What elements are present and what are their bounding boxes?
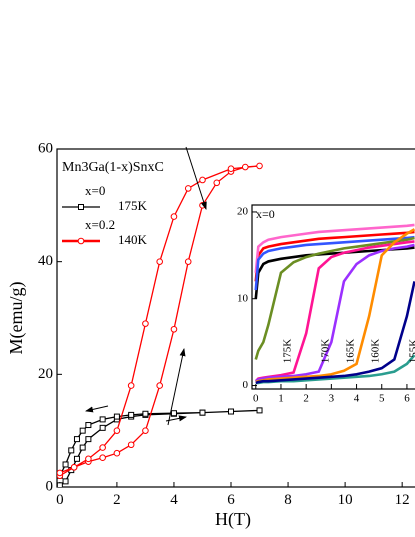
marker xyxy=(79,427,86,434)
marker xyxy=(113,427,121,434)
series-line xyxy=(59,165,260,477)
marker xyxy=(70,463,78,471)
series-line xyxy=(254,235,415,291)
x-tick-label: 3 xyxy=(329,392,335,404)
marker xyxy=(142,410,149,417)
series-line xyxy=(255,281,415,385)
series-line xyxy=(254,223,415,273)
marker xyxy=(128,411,135,418)
marker xyxy=(62,478,69,485)
x-tick-label: 0 xyxy=(253,392,259,404)
arrow xyxy=(185,146,207,210)
marker xyxy=(256,407,263,414)
series-line xyxy=(59,409,260,486)
marker xyxy=(62,461,69,468)
marker xyxy=(156,382,163,389)
y-tick-label: 40 xyxy=(38,253,53,269)
x-tick-label: 1 xyxy=(278,392,284,404)
marker xyxy=(156,258,163,265)
legend-group: x=0 xyxy=(85,183,105,198)
legend-marker xyxy=(78,204,84,210)
marker xyxy=(85,436,92,443)
marker xyxy=(184,258,192,265)
curve-label: 170K xyxy=(319,339,331,364)
x-tick-label: 2 xyxy=(113,492,121,508)
x-tick-label: 2 xyxy=(303,392,309,404)
y-tick-label: 0 xyxy=(243,379,249,391)
marker xyxy=(113,413,120,420)
marker xyxy=(170,213,178,220)
x-tick-label: 8 xyxy=(284,492,292,508)
plot-area xyxy=(57,162,263,487)
curve-label: 155K xyxy=(407,339,415,364)
marker xyxy=(199,409,206,416)
curve-label: 175K xyxy=(282,339,294,364)
plot-frame xyxy=(251,204,415,390)
marker xyxy=(241,163,249,171)
marker xyxy=(99,454,106,462)
legend-title: Mn3Ga(1-x)SnxC xyxy=(62,160,164,175)
legend-label: 140K xyxy=(118,232,148,247)
arrow xyxy=(165,415,187,422)
y-tick-label: 0 xyxy=(46,478,54,494)
x-tick-label: 12 xyxy=(395,492,410,508)
arrow xyxy=(167,348,186,426)
marker xyxy=(113,449,121,457)
marker xyxy=(73,436,80,443)
y-tick-label: 20 xyxy=(38,366,53,382)
curve-label: 160K xyxy=(370,339,382,364)
marker xyxy=(57,482,63,487)
arrow xyxy=(85,405,109,413)
x-axis-label: H(T) xyxy=(215,509,251,530)
inset-annotation: x=0 xyxy=(256,207,275,221)
x-tick-label: 6 xyxy=(227,492,235,508)
marker xyxy=(127,441,135,449)
marker xyxy=(79,444,86,451)
legend-label: 175K xyxy=(118,198,148,213)
x-tick-label: 4 xyxy=(354,392,360,404)
y-tick-label: 10 xyxy=(237,292,249,304)
marker xyxy=(99,424,106,431)
marker xyxy=(184,185,192,192)
series-line xyxy=(255,228,415,384)
y-tick-label: 60 xyxy=(38,140,53,156)
marker xyxy=(170,410,177,417)
series-line xyxy=(254,230,415,282)
marker xyxy=(127,382,135,389)
plot-area xyxy=(254,223,415,385)
marker xyxy=(99,444,106,451)
y-axis-label: M(emu/g) xyxy=(6,282,27,355)
marker xyxy=(57,469,64,477)
x-tick-label: 5 xyxy=(379,392,385,404)
x-tick-label: 0 xyxy=(56,492,64,508)
curve-label: 165K xyxy=(344,339,356,364)
marker xyxy=(85,422,92,429)
marker xyxy=(142,320,149,327)
y-tick-label: 20 xyxy=(237,205,249,217)
series-line xyxy=(254,236,415,360)
marker xyxy=(85,455,92,463)
marker xyxy=(170,325,178,333)
marker xyxy=(227,165,235,173)
marker xyxy=(228,408,235,415)
legend-marker xyxy=(77,237,85,245)
x-tick-label: 4 xyxy=(170,492,178,508)
plot-frame xyxy=(56,148,415,488)
marker xyxy=(199,176,206,184)
marker xyxy=(142,427,149,434)
legend-group: x=0.2 xyxy=(85,217,115,232)
marker xyxy=(73,455,80,462)
marker xyxy=(99,416,106,423)
x-tick-label: 10 xyxy=(338,492,353,508)
annotation-arrows xyxy=(85,146,207,426)
marker xyxy=(256,162,263,170)
marker xyxy=(213,179,221,187)
x-tick-label: 6 xyxy=(404,392,410,404)
marker xyxy=(68,447,75,454)
